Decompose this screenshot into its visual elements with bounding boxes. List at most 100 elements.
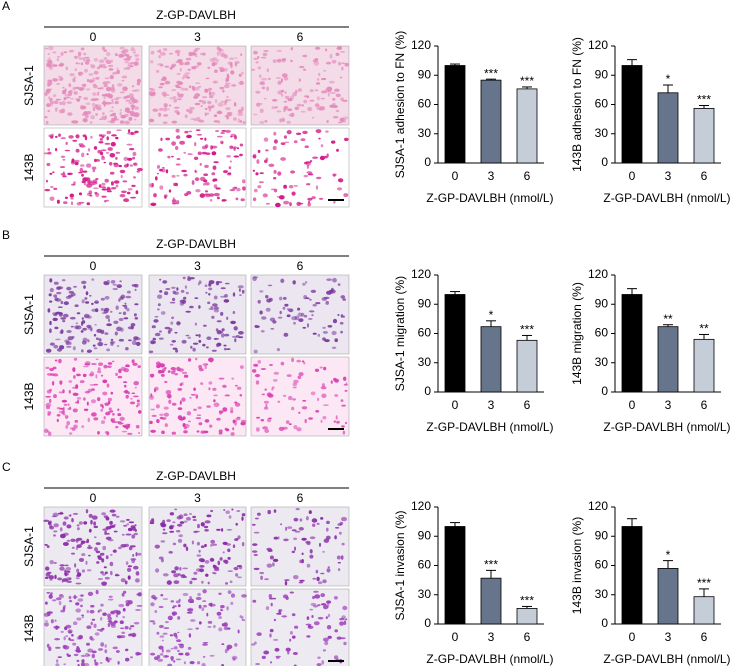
cell [191,180,195,185]
cell [171,174,176,178]
cell [218,616,223,619]
cell [58,601,62,606]
cell [317,616,324,620]
cell [49,388,52,392]
cell [210,539,215,544]
cell [285,526,288,531]
cell [91,166,97,170]
cell [316,522,320,526]
cell [60,300,64,305]
cell [253,349,258,354]
cell [307,106,313,112]
cell [52,381,55,386]
cell [205,152,211,155]
cell [286,314,291,318]
y-axis-label: SJSA-1 invasion (%) [393,510,407,620]
cell [130,196,137,199]
cell [224,427,228,431]
cell [239,119,243,124]
cell [169,301,176,304]
cell [133,565,139,570]
cell [69,89,73,94]
cell [301,104,304,107]
cell [150,652,156,656]
cell [122,180,128,183]
cell [264,388,267,391]
cell [317,78,320,81]
y-tick-label: 60 [595,97,609,111]
cell [45,572,51,577]
x-tick-label: 6 [701,169,708,183]
cell [315,82,321,85]
x-axis-label: Z-GP-DAVLBH (nmol/L) [426,420,553,434]
cell [315,410,320,413]
cell [45,395,52,398]
cell [220,132,225,134]
cell [178,652,184,656]
cell [127,432,133,435]
cell [124,389,129,394]
cell [75,134,80,139]
cell [166,519,171,522]
cell [71,518,74,523]
x-axis-label: Z-GP-DAVLBH (nmol/L) [603,191,730,205]
cell [241,542,245,547]
cell [202,600,207,602]
cell [280,278,285,283]
cell [62,89,67,95]
cell [52,78,58,82]
cell [216,320,222,323]
cell [325,616,328,619]
cell [102,379,108,384]
cell [257,360,262,364]
cell [152,108,159,112]
cell [202,655,206,658]
cell [327,325,333,328]
cell [189,277,195,280]
cell [337,121,343,124]
cell [319,155,325,161]
cell [186,411,192,416]
cell [84,297,88,300]
cell [252,169,256,172]
cell [157,362,162,367]
cell [339,531,342,535]
cell [67,403,70,406]
cell [292,652,298,655]
cell [169,525,174,530]
cell [226,606,229,611]
dose-label: 0 [90,30,97,44]
cell [152,91,156,96]
cell [317,397,320,401]
cell [182,576,188,578]
cell [54,638,60,641]
cell [79,380,85,384]
cell [124,61,130,64]
cell [278,195,285,200]
cell [81,659,85,663]
cell [205,193,211,198]
cell [220,53,227,57]
cell [76,373,81,377]
y-tick-label: 120 [588,499,608,513]
cell [283,135,287,139]
cell [175,128,180,133]
cell [66,101,73,104]
cell [123,67,127,70]
cell [132,362,138,366]
cell [275,202,281,208]
cell [47,79,52,82]
cell [54,359,58,362]
micrograph [148,274,247,355]
cell [47,151,52,155]
cell [184,285,187,289]
cell [195,129,201,132]
cell [150,60,154,64]
cell [177,538,183,543]
cell [137,402,141,407]
cell [125,657,130,662]
cell [226,111,233,115]
cell [121,79,125,82]
cell [60,609,65,613]
x-axis-label: Z-GP-DAVLBH (nmol/L) [603,420,730,434]
